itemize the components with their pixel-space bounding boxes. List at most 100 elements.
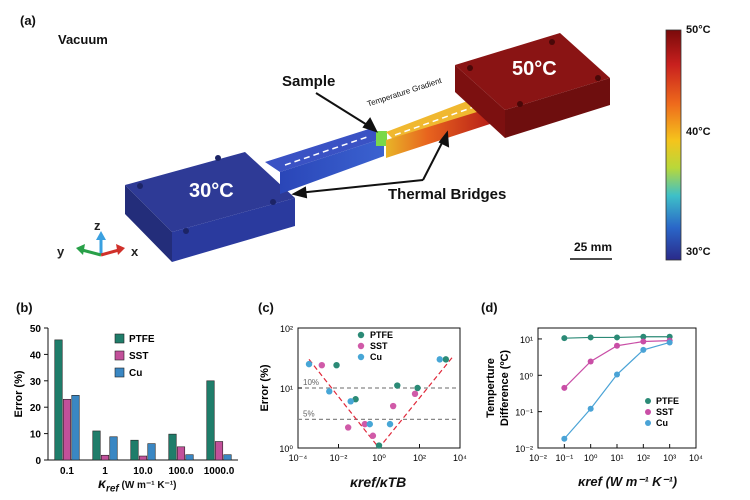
point-ptfe <box>375 442 383 449</box>
bar-ptfe <box>92 430 101 461</box>
y-tick-label: 10⁻² <box>515 444 533 454</box>
point-cu <box>561 435 568 442</box>
bar-sst <box>100 454 110 461</box>
legend-marker-ptfe <box>645 398 651 404</box>
bar-cu <box>109 436 118 461</box>
legend-label-cu: Cu <box>656 418 668 428</box>
legend-label-ptfe: PTFE <box>129 334 155 345</box>
point-cu <box>640 346 647 353</box>
bar-ptfe <box>130 439 139 461</box>
axis-y-label: y <box>57 244 65 259</box>
point-sst <box>344 424 352 431</box>
point-sst <box>561 384 568 391</box>
x-tick-label: 10⁴ <box>453 453 467 463</box>
bar-cu <box>185 454 194 461</box>
point-cu <box>366 420 373 428</box>
cold-thermal-bridge <box>265 128 384 194</box>
bar-sst <box>176 446 186 461</box>
legend-label-ptfe: PTFE <box>370 330 393 340</box>
panel-b-label: (b) <box>16 300 33 315</box>
point-ptfe <box>333 361 340 369</box>
colorbar <box>665 29 682 261</box>
legend-label-sst: SST <box>370 341 388 351</box>
y-tick-label: 10² <box>280 324 293 334</box>
point-ptfe <box>414 384 421 392</box>
line-chart-xlabel: κref (W m⁻¹ K⁻¹) <box>578 474 678 489</box>
point-ptfe <box>614 334 620 341</box>
point-cu <box>614 371 620 378</box>
sample-label: Sample <box>282 73 336 90</box>
panel-a-label: (a) <box>20 13 36 28</box>
y-tick-label: 10⁰ <box>279 444 293 454</box>
y-tick-label: 10⁰ <box>519 371 533 381</box>
x-tick-label: 10² <box>413 453 426 463</box>
y-tick-label: 10 <box>30 430 42 441</box>
panel-d-label: (d) <box>481 300 498 315</box>
scale-bar-label: 25 mm <box>574 240 613 254</box>
legend-marker-cu <box>645 420 651 426</box>
x-tick-label: 10⁰ <box>372 453 386 463</box>
point-ptfe <box>352 396 359 403</box>
point-sst <box>587 358 594 365</box>
y-tick-label: 50 <box>30 324 42 335</box>
cold-block <box>125 152 295 262</box>
point-sst <box>640 338 647 345</box>
x-tick-label: 100.0 <box>168 466 193 477</box>
environment-label: Vacuum <box>58 32 108 47</box>
point-ptfe <box>442 356 450 363</box>
x-tick-label: 10⁻² <box>529 453 547 463</box>
point-ptfe <box>587 334 594 341</box>
point-sst <box>411 390 419 398</box>
point-cu <box>347 398 354 405</box>
legend-marker-sst <box>357 342 365 350</box>
x-tick-label: 10⁻² <box>330 453 348 463</box>
bar-sst <box>214 441 224 461</box>
legend-label-sst: SST <box>129 351 148 362</box>
point-sst <box>318 361 326 369</box>
scatter-chart-xlabel: κref/κTB <box>350 474 407 490</box>
y-tick-label: 20 <box>30 403 42 414</box>
bar-cu <box>71 395 80 461</box>
point-ptfe <box>561 335 568 342</box>
point-cu <box>587 405 594 412</box>
y-tick-label: 0 <box>35 456 41 467</box>
point-sst <box>361 420 369 428</box>
legend-label-ptfe: PTFE <box>656 396 679 406</box>
line-chart-temperature-difference: 10⁻² 10⁻¹ 10⁰ 10¹ 10² 10³ 10⁴ 10⁻² 10⁻¹ 10⁰ 10¹ Tem… <box>485 327 703 463</box>
point-sst <box>369 432 377 439</box>
thermal-bridges-label: Thermal Bridges <box>388 186 507 203</box>
reference-line-label: 10% <box>303 378 319 387</box>
hot-thermal-bridge <box>386 100 490 158</box>
sample-cube <box>376 131 387 146</box>
x-tick-label: 10⁻¹ <box>555 453 573 463</box>
point-sst <box>614 342 620 349</box>
panel-c-label: (c) <box>258 300 274 315</box>
point-sst <box>389 402 397 410</box>
y-axis-label: Error (%) <box>13 370 25 417</box>
x-tick-label: 0.1 <box>60 466 74 477</box>
x-tick-label: 10.0 <box>133 466 153 477</box>
y-tick-label: 10¹ <box>280 384 293 394</box>
point-ptfe <box>640 333 647 340</box>
x-tick-label: 10⁴ <box>689 453 703 463</box>
hot-temperature-label: 50°C <box>512 58 557 80</box>
point-cu <box>436 356 443 363</box>
point-cu <box>305 360 313 368</box>
legend-marker-sst <box>645 409 651 415</box>
axis-triad <box>76 231 125 257</box>
bar-chart-error: 0 10 20 30 40 50 Error (%) 0.1 1 10.0 100.0 1000.0 P… <box>13 324 238 477</box>
legend-label-cu: Cu <box>129 368 142 379</box>
hot-block <box>455 33 610 138</box>
point-cu <box>326 388 333 395</box>
x-tick-label: 10⁻⁴ <box>289 453 308 463</box>
colorbar-bottom-label: 30°C <box>686 246 711 258</box>
x-tick-label: 10⁰ <box>584 453 598 463</box>
colorbar-mid-label: 40°C <box>686 126 711 138</box>
point-ptfe <box>394 382 401 389</box>
bar-ptfe <box>206 380 215 461</box>
cold-temperature-label: 30°C <box>189 180 234 202</box>
bar-cu <box>147 443 156 461</box>
bar-ptfe <box>168 433 177 461</box>
axis-x-label: x <box>131 244 139 259</box>
v-guide-line <box>308 354 455 449</box>
